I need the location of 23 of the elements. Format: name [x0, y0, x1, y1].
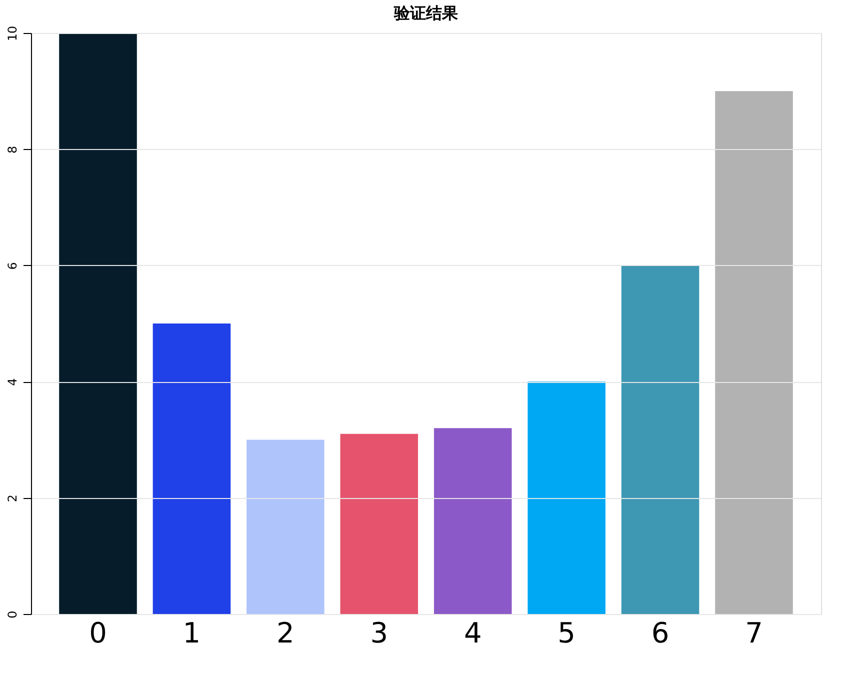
x-tick-label: 5	[558, 616, 576, 650]
x-tick-label: 0	[89, 616, 107, 650]
x-tick-label: 1	[182, 616, 201, 650]
x-tick-label: 3	[370, 616, 388, 650]
x-tick-label: 4	[464, 616, 482, 650]
chart-title: 验证结果	[393, 3, 459, 22]
y-tick-label: 10	[6, 26, 20, 42]
bar	[621, 265, 700, 614]
bar	[715, 91, 793, 614]
bar	[59, 33, 137, 614]
x-tick-label: 6	[651, 616, 670, 650]
y-tick-label: 4	[6, 378, 20, 386]
bar	[340, 434, 418, 614]
y-tick-label: 6	[6, 262, 20, 270]
y-tick-label: 0	[6, 610, 20, 618]
bar	[152, 324, 231, 614]
x-tick-label: 7	[745, 616, 763, 650]
bar	[246, 440, 324, 614]
x-tick-label: 2	[276, 616, 294, 650]
y-tick-label: 8	[6, 146, 20, 154]
bar	[528, 382, 606, 614]
bar	[434, 428, 512, 614]
y-tick-label: 2	[6, 494, 20, 502]
